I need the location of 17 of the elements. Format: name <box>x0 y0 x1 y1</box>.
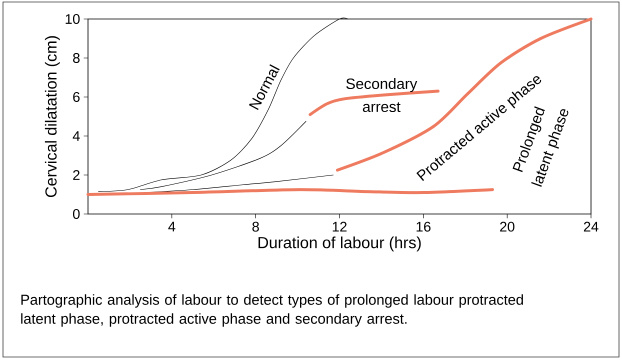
y-tick-label: 10 <box>66 14 80 24</box>
x-tick-label: 4 <box>168 222 176 232</box>
y-tick-label: 8 <box>73 53 80 63</box>
text: Partographic analysis of labour to detect types of prolonged labour protracted latent phase, protracted active phase and secondary arrest. <box>21 294 523 327</box>
x-tick-label: 16 <box>416 222 431 232</box>
x-tick-label: 12 <box>332 222 347 232</box>
y-tick-label: 0 <box>72 209 80 219</box>
series-label: Secondary arrest <box>346 78 418 112</box>
y-axis-title: Cervical dilatation (cm) <box>44 36 60 198</box>
x-tick-label: 8 <box>252 222 259 232</box>
x-tick-label: 20 <box>500 222 514 232</box>
y-tick-label: 4 <box>72 131 80 141</box>
y-tick-label: 2 <box>73 170 80 180</box>
y-tick-label: 6 <box>73 92 80 102</box>
line-series <box>140 121 306 190</box>
x-axis-title: Duration of labour (hrs) <box>258 236 421 252</box>
x-tick-label: 24 <box>584 222 598 232</box>
